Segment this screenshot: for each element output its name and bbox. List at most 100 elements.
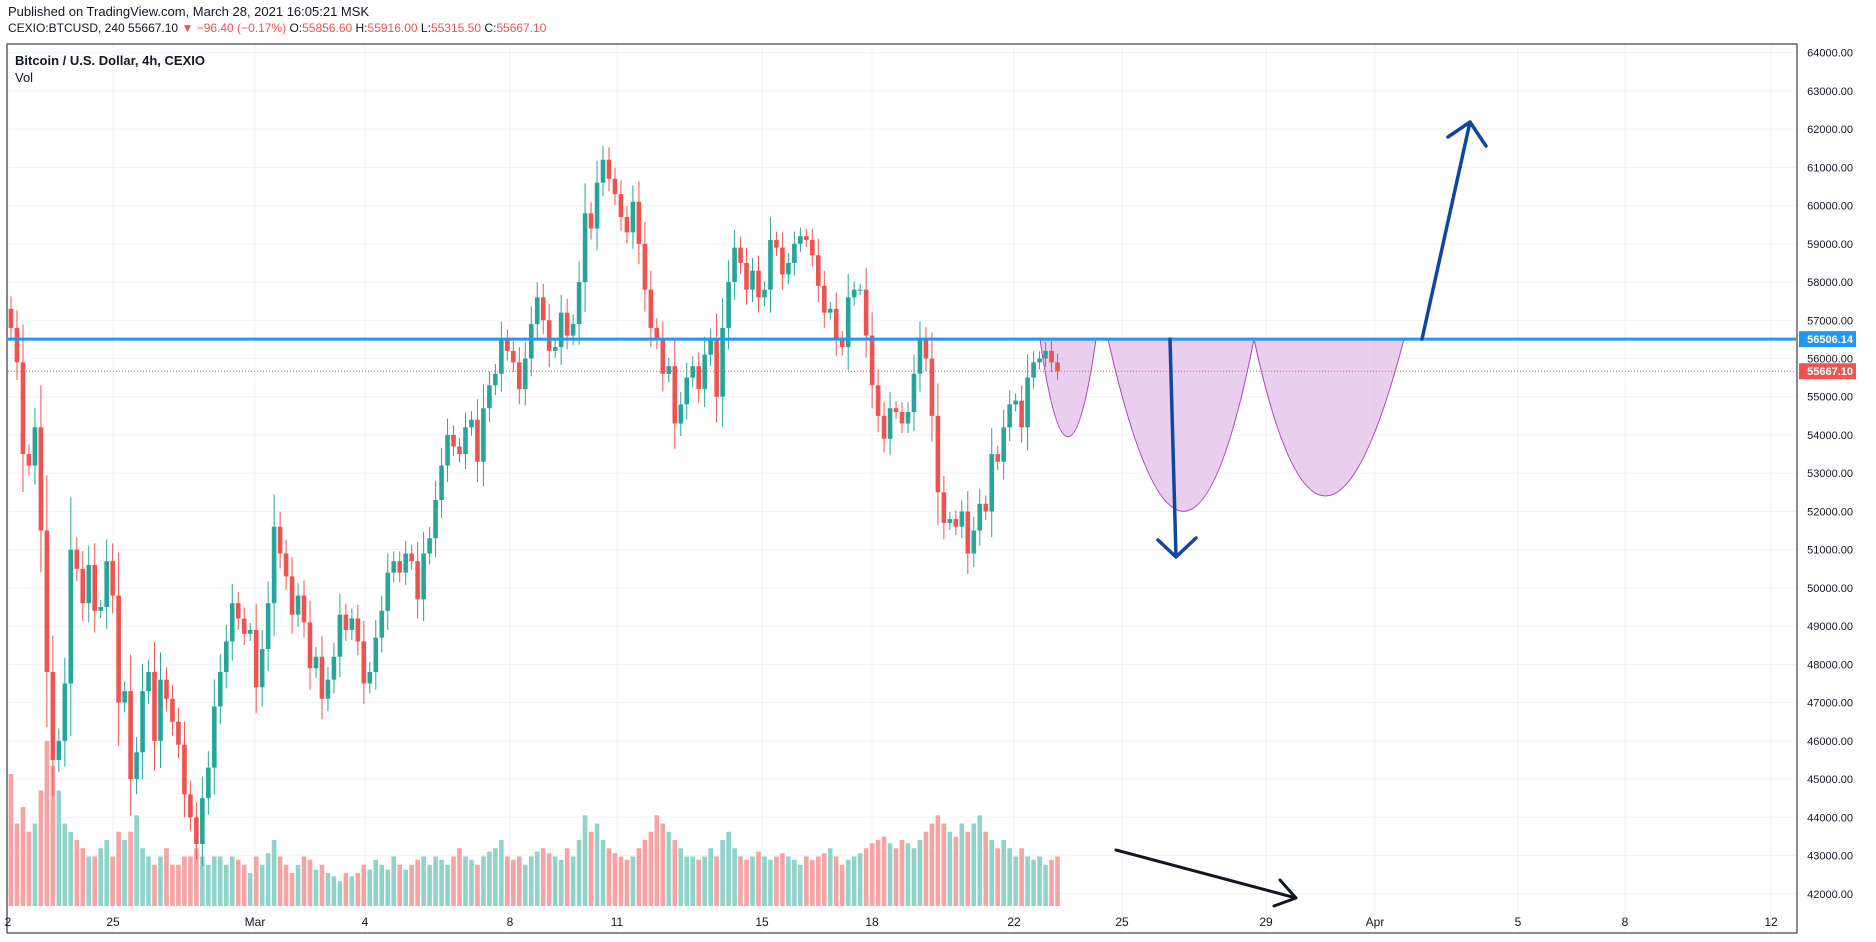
volume-bar bbox=[881, 836, 887, 906]
volume-bar bbox=[1049, 859, 1054, 906]
volume-bar bbox=[696, 859, 701, 906]
candle-body bbox=[947, 519, 953, 523]
candle-body bbox=[194, 817, 199, 845]
candle-body bbox=[134, 752, 139, 780]
volume-bar bbox=[947, 831, 953, 906]
volume-bar bbox=[313, 869, 319, 906]
volume-bar bbox=[804, 856, 809, 906]
candle-body bbox=[911, 373, 917, 413]
volume-bar bbox=[750, 856, 755, 906]
candle-body bbox=[26, 454, 32, 466]
candle-body bbox=[176, 721, 181, 745]
x-tick-label: 25 bbox=[1115, 915, 1129, 929]
candle-body bbox=[361, 641, 367, 684]
candle-body bbox=[451, 434, 456, 447]
volume-bar bbox=[821, 853, 827, 906]
volume-bar bbox=[792, 859, 797, 906]
candle-body bbox=[977, 503, 983, 531]
volume-bar bbox=[92, 856, 98, 906]
candle-body bbox=[630, 201, 636, 233]
y-tick-label: 45000.00 bbox=[1807, 774, 1853, 786]
close-label: C: bbox=[484, 21, 497, 35]
x-tick-label: 29 bbox=[1259, 915, 1273, 929]
volume-bar bbox=[839, 864, 845, 906]
volume-bar bbox=[110, 856, 115, 906]
close-value: 55667.10 bbox=[496, 21, 547, 35]
candle-body bbox=[86, 564, 92, 604]
candle-body bbox=[546, 320, 552, 351]
candle-body bbox=[1049, 350, 1054, 363]
volume-bar bbox=[415, 859, 420, 906]
candle-body bbox=[983, 503, 989, 512]
candle-body bbox=[851, 289, 857, 298]
y-tick-label: 52000.00 bbox=[1807, 506, 1853, 518]
volume-bar bbox=[702, 856, 707, 906]
volume-indicator-label: Vol bbox=[15, 70, 34, 85]
volume-bar bbox=[672, 840, 678, 906]
volume-bar bbox=[1055, 856, 1060, 906]
symbol-label: CEXIO:BTCUSD, 240 bbox=[8, 21, 125, 35]
candle-body bbox=[379, 610, 385, 638]
candle-body bbox=[953, 519, 959, 527]
volume-bar bbox=[385, 869, 391, 906]
candle-body bbox=[642, 243, 648, 290]
y-tick-label: 47000.00 bbox=[1807, 698, 1853, 710]
x-tick-label: 8 bbox=[1622, 915, 1629, 929]
candle-body bbox=[313, 656, 319, 669]
candle-body bbox=[158, 679, 163, 741]
candle-body bbox=[188, 794, 193, 818]
volume-bar bbox=[588, 831, 594, 906]
candle-body bbox=[140, 691, 145, 753]
candle-body bbox=[283, 553, 289, 577]
candle-body bbox=[44, 530, 50, 673]
volume-bar bbox=[905, 843, 911, 906]
volume-bar bbox=[528, 856, 534, 906]
volume-bar bbox=[606, 848, 612, 906]
volume-bar bbox=[594, 823, 600, 906]
candle-body bbox=[887, 408, 893, 439]
candle-body bbox=[511, 350, 516, 363]
candle-body bbox=[223, 641, 229, 673]
volume-bar bbox=[206, 864, 211, 906]
volume-bar bbox=[50, 765, 56, 906]
volume-bar bbox=[32, 823, 38, 906]
candle-body bbox=[469, 419, 474, 428]
y-tick-label: 43000.00 bbox=[1807, 851, 1853, 863]
up-arrow bbox=[1420, 120, 1488, 341]
candle-body bbox=[648, 289, 654, 328]
volume-bar bbox=[1037, 856, 1042, 906]
volume-bar bbox=[851, 856, 857, 906]
candle-body bbox=[367, 672, 373, 684]
plot-frame bbox=[6, 43, 1798, 934]
candle-body bbox=[606, 159, 612, 179]
candle-body bbox=[1037, 358, 1042, 363]
candle-body bbox=[68, 549, 74, 684]
candle-body bbox=[8, 308, 14, 328]
volume-bar bbox=[1031, 859, 1036, 906]
volume-bar bbox=[726, 831, 731, 906]
volume-bar bbox=[343, 873, 349, 906]
volume-bar bbox=[122, 840, 127, 906]
candle-body bbox=[475, 419, 480, 462]
volume-bar bbox=[457, 848, 462, 906]
price-axis[interactable]: 42000.00 43000.00 44000.00 45000.00 46000.00… bbox=[1807, 48, 1853, 901]
candle-body bbox=[481, 408, 486, 462]
volume-bar bbox=[481, 856, 486, 906]
volume-bar bbox=[636, 848, 642, 906]
candle-body bbox=[20, 362, 26, 455]
volume-bar bbox=[708, 848, 713, 906]
candle-body bbox=[295, 595, 301, 615]
candle-body bbox=[1013, 400, 1018, 405]
time-axis[interactable]: 2 25 Mar 4 8 11 15 18 22 25 29 Apr 5 8 12 bbox=[5, 915, 1778, 929]
candle-body bbox=[415, 561, 420, 600]
candle-body bbox=[744, 262, 749, 290]
left-shoulder-shape bbox=[1039, 338, 1097, 437]
candle-body bbox=[152, 672, 157, 741]
price-label-box bbox=[1799, 331, 1856, 348]
volume-bar bbox=[558, 859, 564, 906]
candle-body bbox=[56, 740, 62, 760]
volume-bar bbox=[893, 848, 899, 906]
candle-body bbox=[558, 312, 564, 348]
candle-body bbox=[433, 499, 438, 539]
